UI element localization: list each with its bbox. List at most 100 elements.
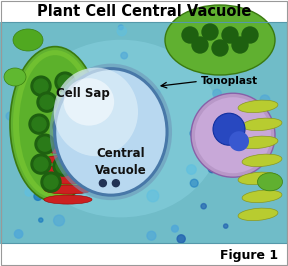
Circle shape <box>53 156 73 176</box>
Circle shape <box>39 218 43 222</box>
Ellipse shape <box>20 40 222 217</box>
Circle shape <box>184 38 191 45</box>
Circle shape <box>56 159 70 173</box>
Circle shape <box>38 137 52 151</box>
Circle shape <box>53 116 73 136</box>
Ellipse shape <box>10 47 100 202</box>
Ellipse shape <box>4 68 26 86</box>
Ellipse shape <box>165 5 275 75</box>
Ellipse shape <box>50 64 172 200</box>
Circle shape <box>34 157 48 171</box>
Circle shape <box>116 117 126 127</box>
Circle shape <box>255 119 265 129</box>
Circle shape <box>35 134 55 154</box>
Ellipse shape <box>242 154 282 167</box>
Circle shape <box>191 93 275 177</box>
Circle shape <box>112 180 120 187</box>
Circle shape <box>31 154 51 174</box>
Circle shape <box>58 75 72 89</box>
Circle shape <box>154 90 160 96</box>
Ellipse shape <box>238 172 278 185</box>
Ellipse shape <box>242 190 282 203</box>
Bar <box>0 244 288 266</box>
Text: Cell Sap: Cell Sap <box>56 88 110 100</box>
Circle shape <box>177 235 185 243</box>
Circle shape <box>62 99 76 113</box>
Circle shape <box>202 24 218 40</box>
Text: Plant Cell Central Vacuole: Plant Cell Central Vacuole <box>37 5 251 19</box>
Circle shape <box>6 112 14 120</box>
Circle shape <box>31 76 51 96</box>
Ellipse shape <box>242 118 282 131</box>
Circle shape <box>262 181 267 186</box>
Circle shape <box>242 27 258 43</box>
Circle shape <box>190 130 197 137</box>
Circle shape <box>213 113 245 145</box>
Circle shape <box>187 165 196 174</box>
Ellipse shape <box>44 175 92 184</box>
Ellipse shape <box>44 155 92 164</box>
Ellipse shape <box>44 185 92 194</box>
Circle shape <box>60 141 74 155</box>
Circle shape <box>172 225 178 232</box>
Circle shape <box>85 129 94 138</box>
Ellipse shape <box>64 78 114 126</box>
Ellipse shape <box>13 50 97 198</box>
Circle shape <box>14 230 23 238</box>
Circle shape <box>257 28 266 37</box>
Circle shape <box>192 37 208 53</box>
Circle shape <box>225 108 234 117</box>
Ellipse shape <box>257 173 283 191</box>
Ellipse shape <box>55 69 167 195</box>
Circle shape <box>222 27 238 43</box>
Circle shape <box>190 179 198 187</box>
Circle shape <box>125 162 134 171</box>
Circle shape <box>229 131 249 151</box>
Ellipse shape <box>44 145 92 154</box>
Circle shape <box>87 120 97 130</box>
Circle shape <box>56 119 70 133</box>
Circle shape <box>204 61 214 70</box>
Circle shape <box>226 35 230 39</box>
Ellipse shape <box>238 136 278 149</box>
Ellipse shape <box>13 29 43 51</box>
Circle shape <box>147 231 156 240</box>
Ellipse shape <box>238 100 278 113</box>
Circle shape <box>68 61 75 68</box>
Circle shape <box>44 175 58 189</box>
Circle shape <box>260 95 270 105</box>
Bar <box>0 0 288 22</box>
Circle shape <box>29 114 49 134</box>
Circle shape <box>34 79 48 93</box>
Circle shape <box>50 189 61 200</box>
Ellipse shape <box>238 208 278 221</box>
Circle shape <box>213 89 221 98</box>
Ellipse shape <box>19 55 91 193</box>
Circle shape <box>118 25 123 30</box>
Circle shape <box>40 95 54 109</box>
Circle shape <box>121 52 128 59</box>
Circle shape <box>37 92 57 112</box>
Ellipse shape <box>44 165 92 174</box>
Circle shape <box>57 138 77 158</box>
Circle shape <box>147 190 159 202</box>
Circle shape <box>68 164 73 169</box>
Circle shape <box>41 172 61 192</box>
Bar <box>1 22 287 243</box>
Circle shape <box>198 109 209 120</box>
Circle shape <box>55 72 75 92</box>
Ellipse shape <box>44 195 92 204</box>
Circle shape <box>195 97 271 173</box>
Text: Central
Vacuole: Central Vacuole <box>95 147 147 177</box>
Circle shape <box>34 192 42 200</box>
Circle shape <box>117 26 126 36</box>
Bar <box>0 22 288 244</box>
Circle shape <box>54 215 65 226</box>
Circle shape <box>32 117 46 131</box>
Circle shape <box>99 180 106 187</box>
Circle shape <box>223 224 228 228</box>
Ellipse shape <box>54 68 138 156</box>
Circle shape <box>89 150 95 156</box>
Circle shape <box>59 96 79 116</box>
Text: Tonoplast: Tonoplast <box>201 76 258 86</box>
